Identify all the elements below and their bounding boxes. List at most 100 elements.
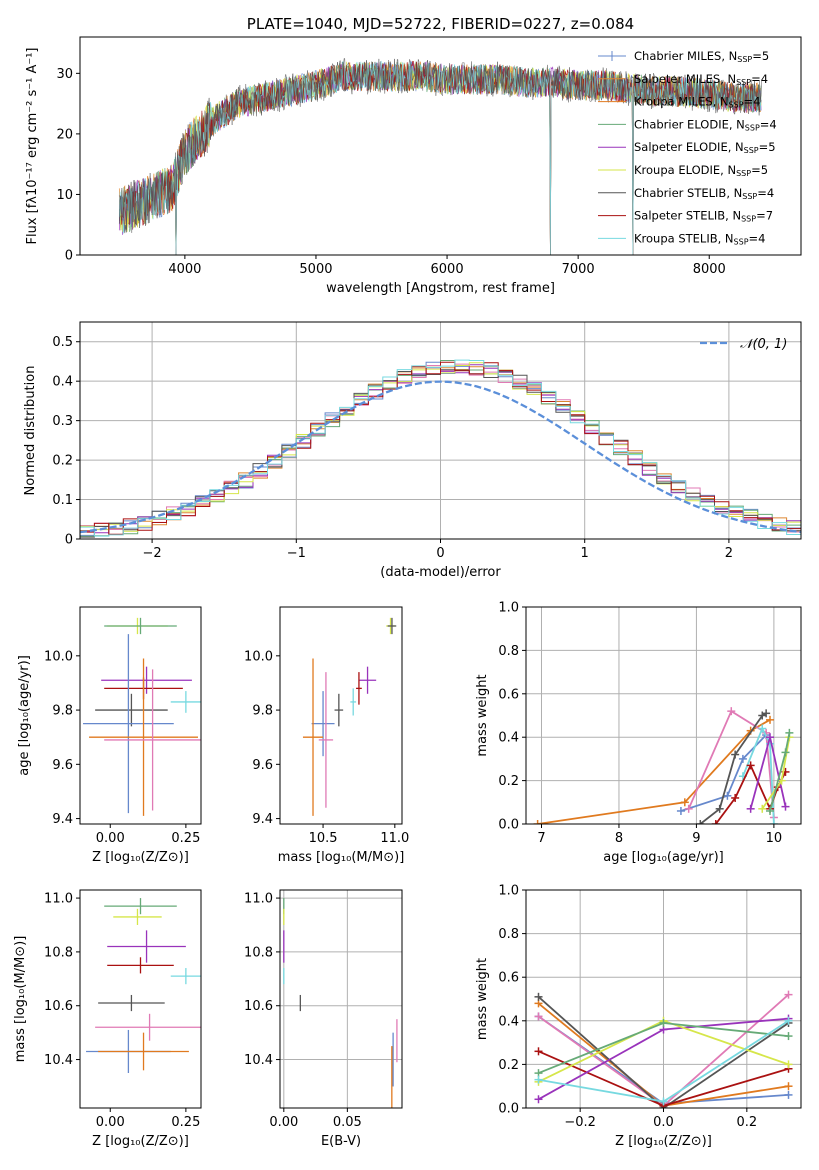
y-tick-label: 10.0 [244,649,273,664]
spectrum-legend: Chabrier MILES, NSSP=5 Salpeter MILES, NS… [598,49,777,246]
errorbars-mass_z [86,898,201,1074]
x-tick-label: 10.5 [309,831,338,846]
x-tick-label: 0.00 [269,1115,298,1130]
x-tick-label: 7000 [562,262,595,277]
x-tick-label: 0.25 [171,1115,200,1130]
x-tick-label: 8 [615,831,623,846]
axes-mass_ebv: 0.00 0.05 10.4 10.6 10.8 11.0 E(B-V) [244,890,402,1149]
series-line [537,996,790,1108]
y-axis-label: Flux [fλ10⁻¹⁷ erg cm⁻² s⁻¹ A⁻¹] [25,48,40,245]
x-tick-label: 0.0 [653,1115,674,1130]
legend-entry: Salpeter ELODIE, NSSP=5 [634,140,776,155]
y-tick-label: 10.0 [44,649,73,664]
axes-age_z: 0.00 0.25 9.4 9.6 9.8 10.0 Z [log₁₀(Z/Z⊙)] age … [17,649,200,865]
y-tick-label: 0.0 [498,1102,519,1117]
x-tick-label: 5000 [299,262,332,277]
frame-age_mass [279,606,403,825]
y-tick-label: 9.4 [52,812,73,827]
x-tick-label: 0 [436,546,444,561]
x-tick-label: 0.00 [96,1115,125,1130]
spectrum-series-salpeter_stelib [119,60,762,255]
y-tick-label: 0.4 [52,375,73,390]
frame-age_z [79,606,202,825]
y-tick-label: 10.8 [44,945,73,960]
x-tick-label: 0.25 [171,831,200,846]
y-tick-label: 9.6 [52,758,73,773]
y-tick-label: 9.8 [52,704,73,719]
x-tick-label: 0.00 [96,831,125,846]
spectrum-observed [119,58,762,233]
y-tick-label: 0.4 [498,1014,519,1029]
y-tick-label: 10.6 [244,999,273,1014]
y-tick-label: 0.8 [498,644,519,659]
axes-spectrum: 4000 5000 6000 7000 8000 0 10 20 30 wavelength [A… [25,48,726,297]
errorbars-age_mass [302,617,397,816]
x-axis-label: mass [log₁₀(M/M⊙)] [278,850,405,865]
y-tick-label: 9.8 [252,704,273,719]
x-axis-label: Z [log₁₀(Z/Z⊙)] [92,850,189,865]
legend-entry: Salpeter MILES, NSSP=4 [634,72,768,87]
legend-entry: Chabrier MILES, NSSP=5 [634,49,769,64]
y-axis-label: Normed distribution [23,366,38,496]
y-axis-label: mass weight [475,674,490,756]
y-axis-label: age [log₁₀(age/yr)] [17,655,32,776]
legend-entry: 𝒩(0, 1) [740,337,787,352]
x-axis-label: Z [log₁₀(Z/Z⊙)] [615,1134,712,1149]
x-axis-label: wavelength [Angstrom, rest frame] [326,281,555,296]
x-axis-label: E(B-V) [321,1134,361,1149]
y-tick-label: 0.8 [498,927,519,942]
y-tick-label: 30 [56,67,73,82]
y-tick-label: 10 [56,188,73,203]
spectrum-series-kroupa_elodie [119,61,762,255]
histogram-salpeter_stelib [80,361,801,535]
axes-residuals: −2 −1 0 1 2 0 0.1 0.2 0.3 0.4 0.5 (data-model)/erro… [23,322,801,580]
x-tick-label: 1 [581,546,589,561]
y-tick-label: 0.6 [498,971,519,986]
frame-mass_z [79,889,202,1109]
axes-weight_age: 7 8 9 10 0.0 0.2 0.4 0.6 0.8 1.0 age [log₁₀(age/yr… [475,601,801,865]
x-tick-label: 9 [692,831,700,846]
lines-weight_age [533,707,794,824]
y-tick-label: 20 [56,127,73,142]
histograms [80,359,801,538]
legend-entry: Chabrier STELIB, NSSP=4 [634,186,774,201]
legend-entry: Salpeter STELIB, NSSP=7 [634,209,773,224]
x-tick-label: 2 [725,546,733,561]
spectrum-frame [79,36,802,256]
x-tick-label: 8000 [693,262,726,277]
y-tick-label: 9.6 [252,758,273,773]
y-tick-label: 9.4 [252,812,273,827]
x-tick-label: 4000 [168,262,201,277]
series-line [699,712,767,824]
residuals-frame [79,321,802,540]
x-tick-label: 6000 [431,262,464,277]
x-tick-label: 7 [537,831,545,846]
errorbars-age_z [83,617,201,816]
y-tick-label: 0.3 [52,414,73,429]
legend-entry: Kroupa STELIB, NSSP=4 [634,231,765,246]
lines-weight_z [534,990,793,1108]
x-tick-label: −1 [287,546,306,561]
y-tick-label: 0.1 [52,493,73,508]
chart-title: PLATE=1040, MJD=52722, FIBERID=0227, z=0… [247,15,634,33]
series-line [687,709,775,818]
normal-curve [80,380,801,534]
series-line [742,726,775,824]
axes-mass_z: 0.00 0.25 10.4 10.6 10.8 11.0 Z [log₁₀(Z/Z⊙)] m… [13,892,200,1149]
errorbars-mass_ebv [283,898,398,1108]
y-axis-label: mass weight [475,958,490,1040]
y-tick-label: 0.2 [498,774,519,789]
frame-weight_age [525,606,802,825]
histogram-kroupa_stelib [80,359,801,537]
x-tick-label: 0.05 [333,1115,362,1130]
y-axis-label: mass [log₁₀(M/M⊙)] [13,936,28,1063]
y-tick-label: 0.0 [498,818,519,833]
axes-age_mass: 10.5 11.0 9.4 9.6 9.8 10.0 mass [log₁₀(M/M⊙)] [244,649,409,865]
x-axis-label: age [log₁₀(age/yr)] [603,850,724,865]
y-tick-label: 0 [65,249,73,264]
series-line [537,719,771,824]
legend-entry: Chabrier ELODIE, NSSP=4 [634,117,777,132]
axes-weight_z: −0.2 0.0 0.2 0.0 0.2 0.4 0.6 0.8 1.0 Z [log₁₀(Z/Z… [475,884,801,1149]
y-tick-label: 0.6 [498,687,519,702]
y-tick-label: 10.4 [44,1053,73,1068]
